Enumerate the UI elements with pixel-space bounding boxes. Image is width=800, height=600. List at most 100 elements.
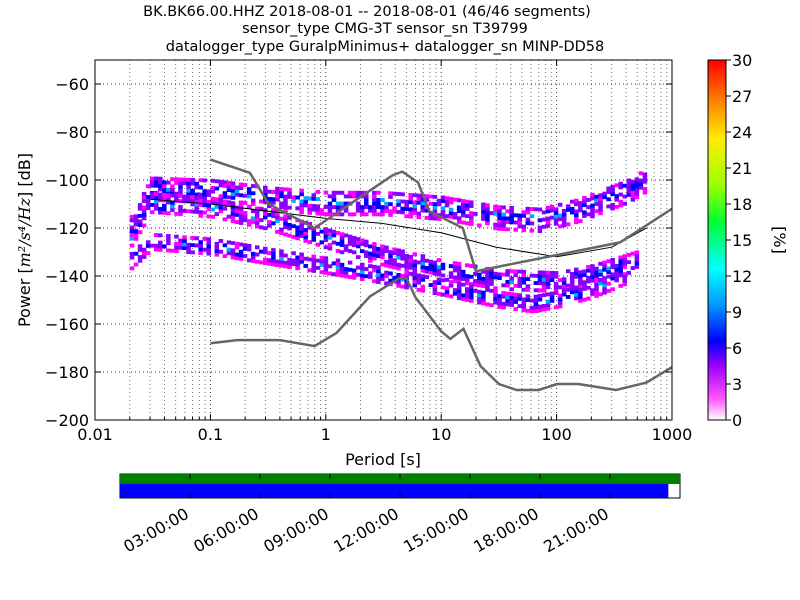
- heatmap-cell: [622, 272, 628, 277]
- heatmap-cell: [497, 226, 502, 231]
- heatmap-cell: [537, 297, 543, 302]
- heatmap-cell: [537, 304, 543, 309]
- y-tick-label: −180: [45, 363, 89, 382]
- heatmap-cell: [178, 212, 183, 217]
- heatmap-cell: [380, 251, 385, 256]
- heatmap-cell: [141, 247, 147, 252]
- heatmap-cell: [323, 245, 329, 250]
- heatmap-cell: [412, 211, 418, 216]
- heatmap-cell: [614, 267, 619, 272]
- heatmap-cell: [513, 273, 518, 277]
- heatmap-cell: [626, 182, 632, 187]
- heatmap-cell: [521, 224, 527, 229]
- heatmap-cell: [513, 299, 518, 304]
- heatmap-cell: [246, 187, 252, 192]
- heatmap-cell: [194, 195, 199, 200]
- heatmap-cell: [541, 274, 547, 279]
- heatmap-cell: [448, 283, 454, 288]
- heatmap-cell: [226, 180, 232, 185]
- heatmap-cell: [355, 208, 361, 213]
- heatmap-cell: [339, 239, 345, 244]
- heatmap-cell: [517, 269, 523, 274]
- heatmap-cell: [238, 210, 244, 215]
- heatmap-cell: [271, 210, 276, 215]
- heatmap-cell: [372, 252, 377, 257]
- heatmap-cell: [141, 251, 147, 256]
- heatmap-cell: [420, 257, 426, 262]
- heatmap-cell: [440, 278, 446, 283]
- heatmap-cell: [368, 205, 373, 210]
- heatmap-cell: [335, 262, 341, 267]
- heatmap-cell: [355, 237, 361, 242]
- heatmap-cell: [214, 212, 220, 217]
- heatmap-cell: [190, 202, 195, 207]
- heatmap-cell: [561, 219, 567, 224]
- heatmap-cell: [303, 196, 308, 201]
- heatmap-cell: [343, 201, 349, 206]
- heatmap-cell: [541, 288, 547, 293]
- heatmap-cell: [315, 265, 321, 270]
- heatmap-cell: [582, 297, 587, 302]
- heatmap-cell: [166, 200, 171, 205]
- heatmap-cell: [347, 238, 353, 243]
- heatmap-cell: [464, 290, 470, 295]
- heatmap-cell: [569, 275, 575, 280]
- heatmap-cell: [364, 274, 369, 279]
- heatmap-cell: [448, 264, 454, 269]
- heatmap-cell: [404, 268, 409, 273]
- heatmap-cell: [263, 261, 268, 266]
- heatmap-cell: [396, 210, 401, 214]
- heatmap-cell: [537, 293, 543, 298]
- heatmap-cell: [295, 236, 300, 241]
- heatmap-cell: [634, 254, 640, 258]
- heatmap-cell: [347, 212, 353, 217]
- heatmap-cell: [505, 269, 510, 274]
- heatmap-cell: [574, 285, 579, 290]
- y-tick-label: −80: [55, 123, 89, 142]
- heatmap-cell: [250, 209, 256, 214]
- heatmap-cell: [404, 214, 409, 219]
- heatmap-cell: [222, 180, 228, 185]
- heatmap-cell: [432, 209, 438, 214]
- heatmap-cell: [359, 238, 365, 243]
- heatmap-cell: [299, 206, 304, 211]
- heatmap-cell: [145, 198, 151, 203]
- heatmap-cell: [311, 268, 317, 273]
- heatmap-cell: [626, 192, 632, 197]
- heatmap-cell: [404, 274, 409, 279]
- heatmap-cell: [372, 256, 377, 261]
- heatmap-cell: [230, 201, 236, 206]
- heatmap-cell: [380, 273, 385, 278]
- heatmap-cell: [460, 273, 466, 278]
- heatmap-cell: [618, 185, 623, 190]
- heatmap-cell: [634, 195, 640, 200]
- heatmap-cell: [186, 250, 191, 254]
- heatmap-cell: [469, 288, 474, 292]
- heatmap-cell: [610, 202, 615, 207]
- heatmap-cell: [190, 192, 195, 197]
- heatmap-cell: [206, 189, 212, 194]
- heatmap-cell: [238, 206, 244, 211]
- heatmap-cell: [477, 276, 482, 281]
- heatmap-cell: [271, 190, 276, 194]
- heatmap-cell: [194, 192, 199, 197]
- heatmap-cell: [347, 194, 353, 199]
- heatmap-cell: [400, 192, 405, 197]
- heatmap-cell: [464, 281, 470, 286]
- heatmap-cell: [299, 199, 304, 204]
- heatmap-cell: [630, 190, 636, 195]
- heatmap-cell: [606, 274, 611, 279]
- heatmap-cell: [287, 233, 292, 238]
- heatmap-cell: [473, 211, 478, 216]
- heatmap-cell: [420, 274, 426, 279]
- heatmap-cell: [501, 227, 506, 231]
- heatmap-cell: [283, 221, 288, 226]
- heatmap-cell: [271, 248, 276, 252]
- heatmap-cell: [477, 300, 482, 305]
- heatmap-cell: [234, 256, 240, 261]
- heatmap-cell: [238, 217, 244, 222]
- heatmap-cell: [190, 209, 195, 214]
- heatmap-cell: [174, 191, 179, 196]
- heatmap-cell: [190, 195, 195, 200]
- heatmap-cell: [533, 294, 539, 299]
